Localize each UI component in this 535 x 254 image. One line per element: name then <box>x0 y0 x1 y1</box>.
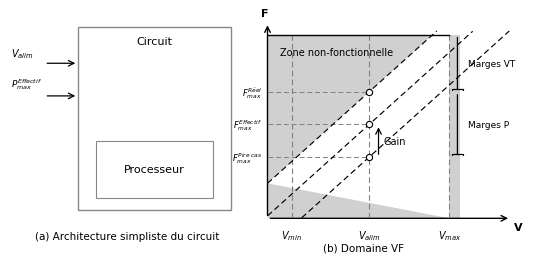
Text: V: V <box>514 223 522 232</box>
Text: $F_{max}^{R\acute{e}el}$: $F_{max}^{R\acute{e}el}$ <box>242 85 262 100</box>
Text: $V_{alim}$: $V_{alim}$ <box>358 229 380 242</box>
Text: (b) Domaine VF: (b) Domaine VF <box>323 243 404 253</box>
Bar <box>449 36 460 218</box>
Text: $V_{alim}$: $V_{alim}$ <box>11 47 34 61</box>
Polygon shape <box>268 36 449 218</box>
Text: (a) Architecture simpliste du circuit: (a) Architecture simpliste du circuit <box>35 231 220 241</box>
Text: $F_{max}^{Pire\ cas}$: $F_{max}^{Pire\ cas}$ <box>232 150 262 165</box>
Text: Gain: Gain <box>384 136 407 146</box>
Text: Marges P: Marges P <box>468 120 509 130</box>
Bar <box>268 36 460 218</box>
Text: $P_{max}^{Effectif}$: $P_{max}^{Effectif}$ <box>11 77 42 92</box>
Bar <box>78 27 231 210</box>
Text: $V_{min}$: $V_{min}$ <box>281 229 302 242</box>
Text: Marges VT: Marges VT <box>468 59 515 69</box>
Text: F: F <box>261 9 269 19</box>
Text: Processeur: Processeur <box>124 165 185 175</box>
Text: Circuit: Circuit <box>136 37 172 47</box>
Text: $V_{max}$: $V_{max}$ <box>438 229 461 242</box>
Text: $F_{max}^{Effectif}$: $F_{max}^{Effectif}$ <box>233 118 262 132</box>
Bar <box>96 141 213 198</box>
Text: Zone non-fonctionnelle: Zone non-fonctionnelle <box>280 48 394 58</box>
